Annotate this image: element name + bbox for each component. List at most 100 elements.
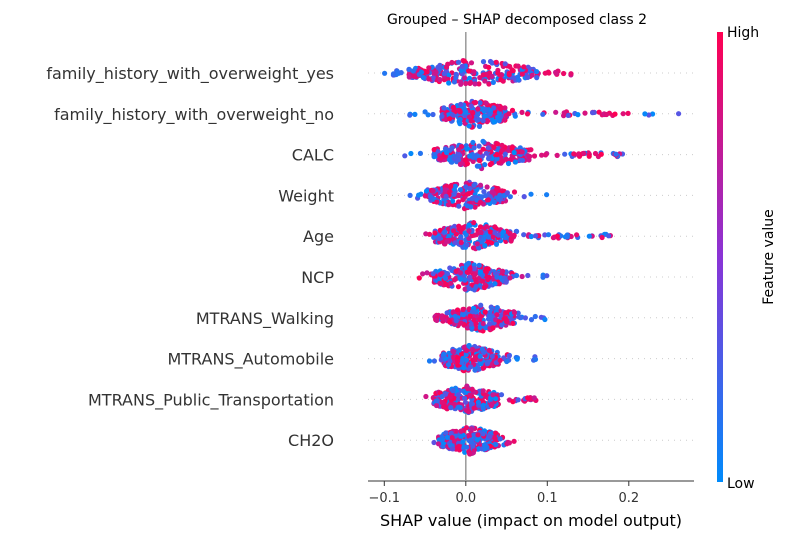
shap-point (463, 184, 469, 190)
shap-point (475, 106, 481, 112)
shap-point (466, 285, 472, 292)
shap-point (448, 280, 454, 286)
shap-point (492, 396, 499, 402)
shap-point (467, 185, 473, 192)
shap-point (606, 233, 612, 239)
shap-point (444, 238, 450, 244)
shap-point (465, 269, 471, 275)
shap-point (448, 183, 454, 189)
shap-point (486, 156, 492, 162)
shap-point (482, 309, 488, 315)
shap-point (469, 401, 475, 407)
shap-point (488, 160, 494, 167)
x-tick-label: 0.1 (537, 491, 558, 506)
shap-point (443, 430, 449, 436)
shap-point (420, 74, 426, 81)
shap-point (458, 67, 464, 73)
shap-point (471, 266, 477, 272)
shap-point (464, 444, 470, 450)
shap-point (507, 230, 513, 237)
shap-point (483, 224, 490, 230)
shap-point (424, 69, 430, 75)
shap-point (458, 428, 464, 434)
shap-point (490, 234, 496, 240)
shap-point (443, 64, 450, 70)
shap-point (467, 451, 473, 457)
shap-point (426, 358, 433, 364)
shap-point (500, 229, 507, 235)
shap-point (586, 153, 592, 159)
shap-point (482, 243, 488, 249)
shap-point (505, 439, 511, 445)
shap-point (575, 112, 581, 118)
x-tick-label: 0.0 (455, 491, 476, 506)
shap-point (495, 114, 501, 120)
feature-label: MTRANS_Automobile (167, 350, 334, 370)
shap-point (521, 194, 527, 200)
shap-point (441, 404, 447, 410)
shap-point (445, 202, 451, 208)
shap-point (457, 405, 463, 411)
shap-point (471, 220, 477, 226)
shap-point (420, 271, 426, 277)
shap-point (456, 203, 462, 209)
shap-point (483, 100, 489, 106)
shap-point (534, 75, 540, 81)
shap-point (475, 153, 481, 159)
shap-point (460, 439, 466, 445)
shap-point (477, 353, 483, 359)
shap-point (451, 355, 457, 361)
shap-point (472, 272, 478, 278)
shap-point (506, 111, 512, 117)
shap-point (457, 116, 463, 122)
feature-label: CALC (292, 146, 334, 165)
points-layer (382, 58, 682, 457)
shap-point (491, 434, 498, 441)
shap-point (455, 307, 461, 313)
shap-point (527, 153, 533, 160)
shap-point (525, 272, 531, 279)
shap-point (512, 159, 519, 165)
shap-point (456, 147, 462, 153)
shap-point (442, 275, 449, 281)
shap-point (485, 266, 491, 272)
shap-point (486, 239, 492, 245)
feature-label: Weight (278, 186, 334, 205)
feature-label: MTRANS_Walking (196, 309, 334, 329)
shap-point (519, 273, 525, 280)
shap-point (473, 232, 479, 238)
shap-point (484, 184, 490, 190)
shap-point (468, 426, 474, 432)
shap-point (458, 434, 464, 440)
shap-point (430, 271, 436, 277)
shap-point (462, 157, 468, 163)
shap-point (494, 141, 501, 147)
shap-point (422, 109, 428, 115)
shap-point (431, 234, 437, 240)
shap-point (443, 281, 449, 288)
shap-point (646, 112, 652, 118)
shap-point (462, 395, 468, 401)
shap-point (449, 145, 455, 151)
shap-point (502, 235, 508, 241)
shap-point (477, 317, 483, 323)
shap-point (442, 229, 448, 235)
shap-point (462, 399, 469, 405)
shap-point (463, 357, 469, 363)
shap-point (449, 112, 456, 118)
shap-point (612, 111, 618, 117)
shap-point (480, 59, 487, 65)
shap-point (517, 145, 523, 151)
shap-point (574, 232, 580, 238)
shap-point (471, 317, 477, 323)
shap-point (502, 61, 508, 67)
shap-point (542, 316, 548, 323)
shap-point (565, 112, 571, 118)
shap-point (408, 150, 414, 157)
shap-point (439, 316, 445, 322)
shap-point (453, 318, 459, 324)
shap-point (407, 192, 413, 198)
shap-point (489, 73, 495, 79)
shap-point (519, 71, 525, 77)
shap-point (461, 365, 467, 371)
